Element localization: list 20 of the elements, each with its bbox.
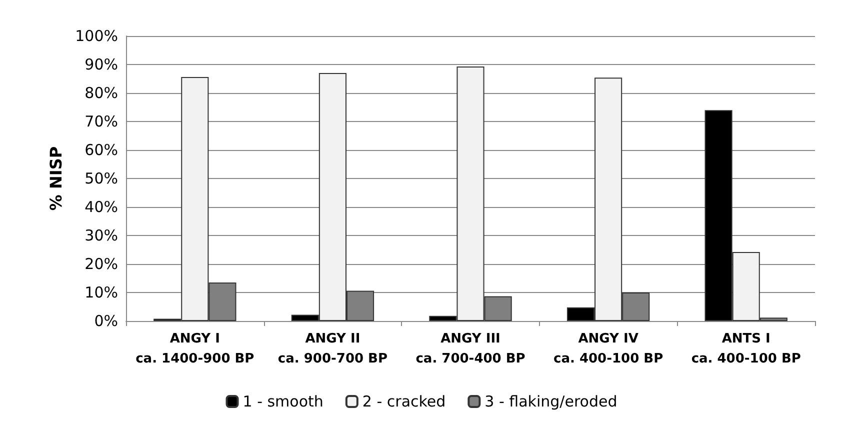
y-tick-label: 70% (84, 112, 118, 130)
legend-label: 2 - cracked (362, 392, 446, 410)
y-tick-label: 30% (84, 226, 118, 244)
x-tick-label: ANGY I ca. 1400-900 BP (136, 332, 254, 366)
y-axis-title: % NISP (46, 146, 66, 211)
y-tick-label: 20% (84, 255, 118, 273)
y-tick-label: 10% (84, 284, 118, 302)
y-tick-label: 0% (94, 312, 118, 330)
x-tick-label: ANGY II ca. 900-700 BP (278, 332, 388, 366)
y-tick-label: 50% (84, 170, 118, 188)
x-tick-label: ANGY III ca. 700-400 BP (416, 332, 526, 366)
legend-label: 3 - flaking/eroded (484, 392, 618, 410)
y-tick-label: 90% (84, 56, 118, 74)
legend-label: 1 - smooth (242, 392, 324, 410)
y-tick-label: 40% (84, 198, 118, 216)
y-tick-label: 100% (75, 27, 118, 45)
y-tick-label: 80% (84, 84, 118, 102)
x-tick-label: ANTS I ca. 400-100 BP (691, 332, 801, 366)
y-tick-label: 60% (84, 141, 118, 159)
x-tick-label: ANGY IV ca. 400-100 BP (554, 332, 664, 366)
